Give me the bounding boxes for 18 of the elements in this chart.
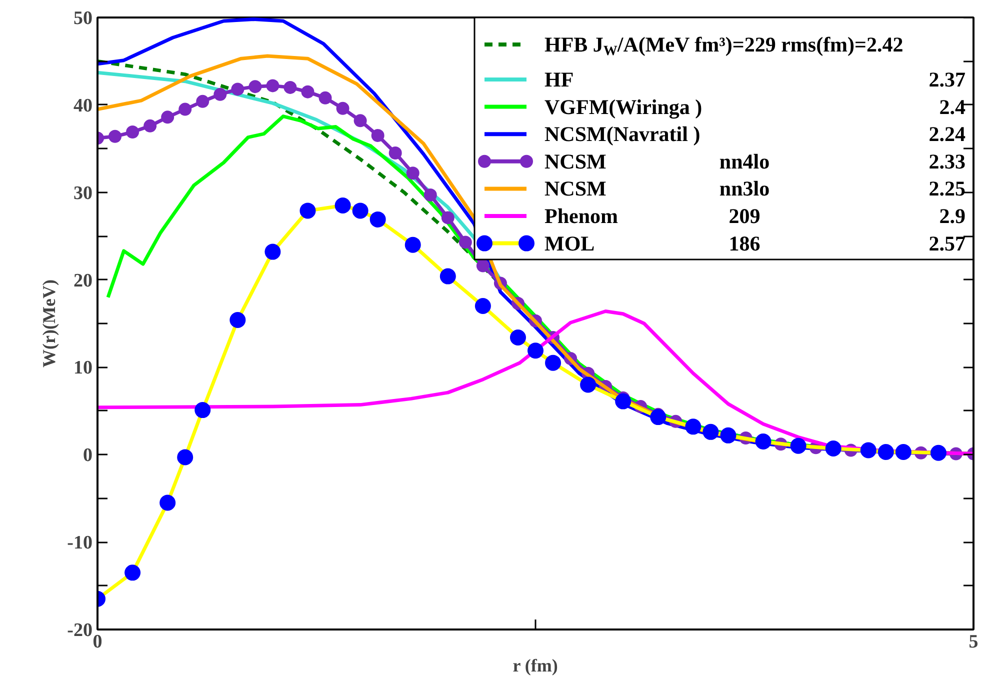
text: NCSM nn4lo 2.33	[544, 149, 966, 174]
y-tick-label: 20	[74, 270, 92, 292]
text: NCSM nn3lo 2.25	[544, 176, 966, 201]
text: MOL 186 2.57	[544, 231, 966, 256]
y-tick-label: 10	[74, 358, 92, 379]
text: VGFM(Wiringa ) 2.4	[544, 94, 966, 119]
text: NCSM(Navratil ) 2.24	[544, 122, 966, 146]
text: Phenom 209 2.9	[544, 204, 966, 228]
x-tick-label: 5	[968, 632, 978, 652]
x-axis-title: r (fm)	[512, 656, 558, 676]
y-tick-label: 50	[74, 8, 92, 29]
y-tick-label: -10	[67, 532, 92, 554]
y-tick-label: -20	[67, 620, 92, 641]
y-axis-title: W(r)(MeV)	[39, 280, 60, 368]
text: HF 2.37	[544, 68, 966, 92]
y-tick-label: 40	[74, 95, 92, 116]
y-tick-label: 30	[74, 182, 92, 204]
y-tick-label: 0	[83, 445, 92, 466]
